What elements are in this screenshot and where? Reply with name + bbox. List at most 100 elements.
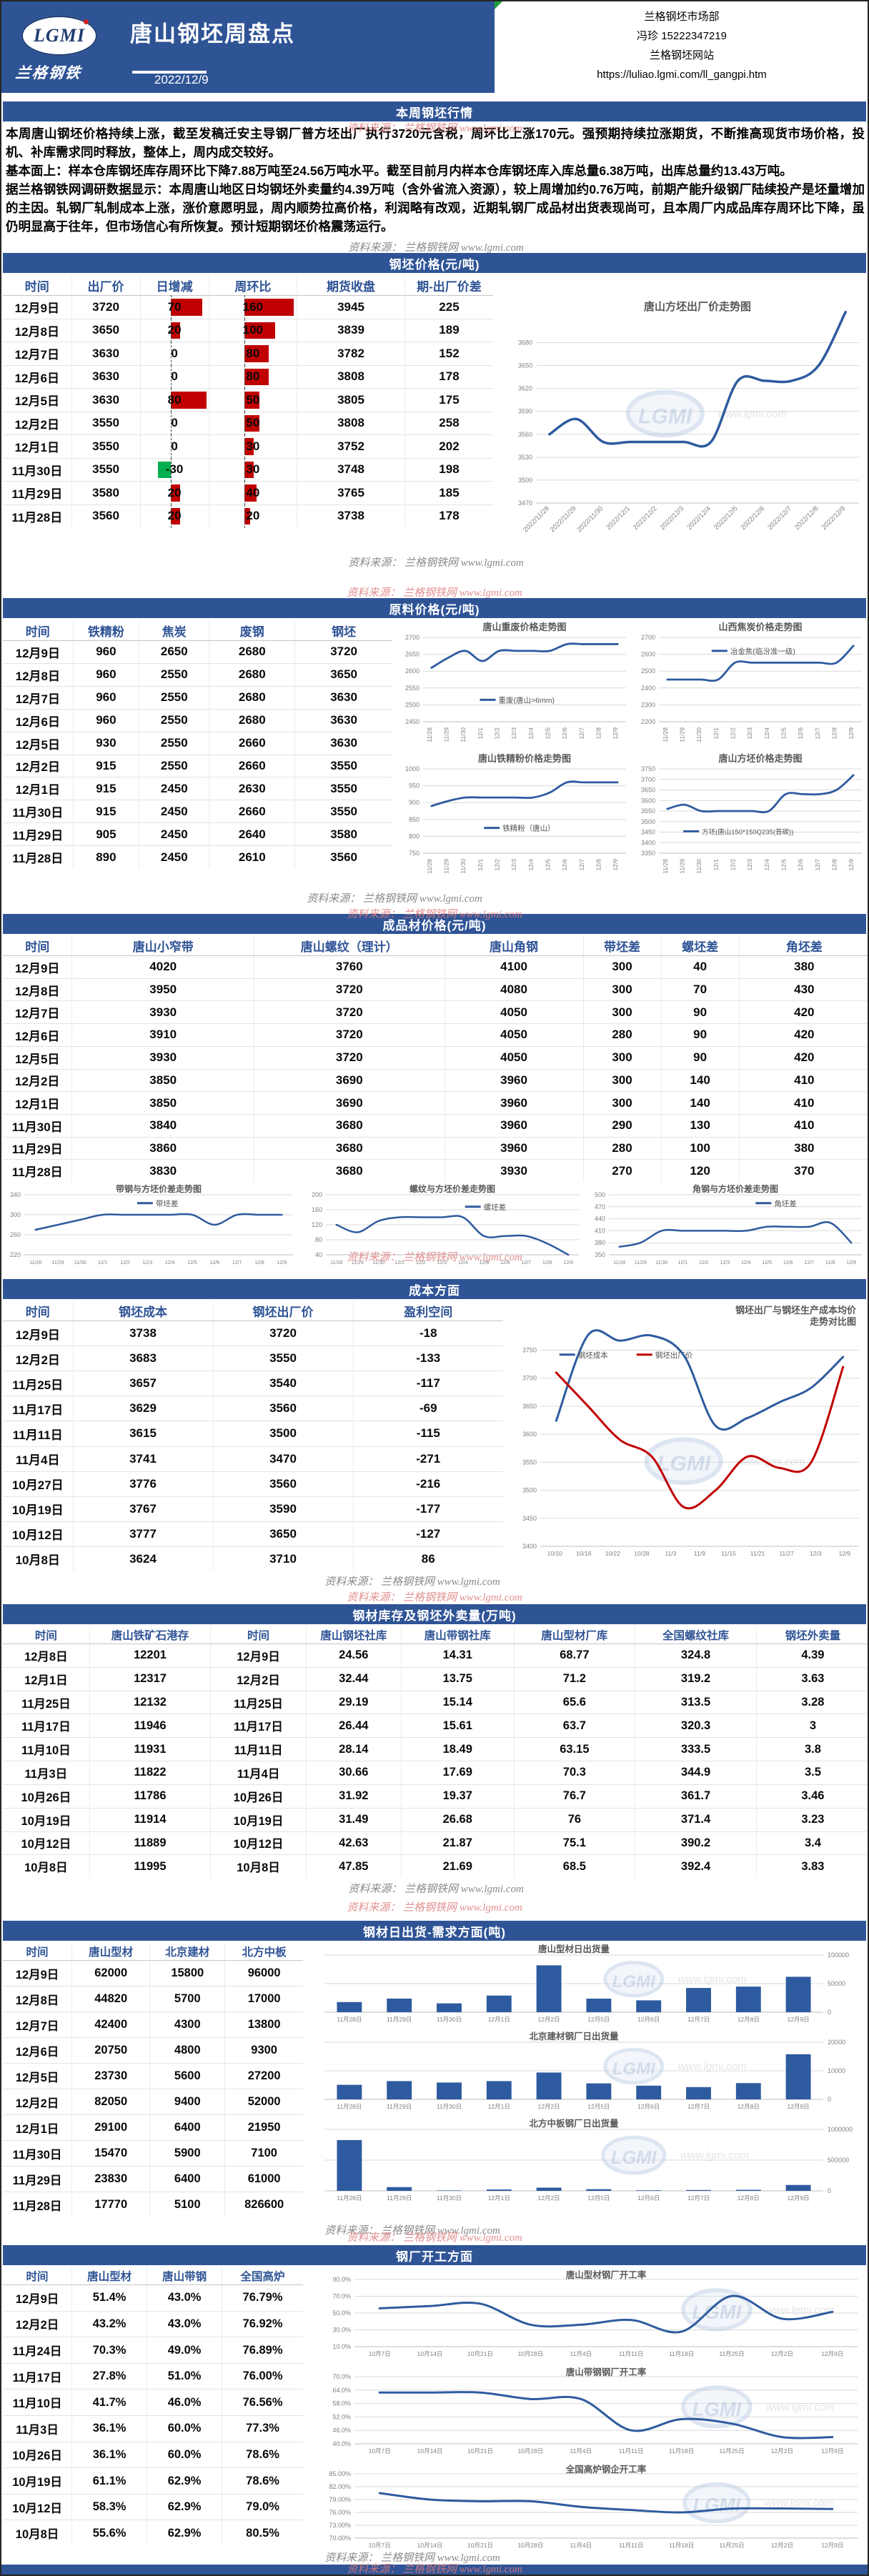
cell: 12月2日	[3, 412, 72, 435]
svg-text:3450: 3450	[522, 1515, 537, 1522]
cell: 20	[140, 481, 209, 505]
cell: 3550	[71, 434, 141, 459]
cell: 12月1日	[3, 1091, 73, 1115]
section-banner-raw-materials: 原料价格(元/吨)	[3, 598, 866, 618]
source-watermark: 资料来源： 兰格钢铁网 www.lgmi.com	[347, 1592, 522, 1603]
svg-text:0: 0	[828, 2187, 831, 2194]
svg-text:300: 300	[10, 1211, 21, 1218]
cell: 27200	[224, 2063, 303, 2090]
svg-text:11/28: 11/28	[330, 1260, 342, 1265]
svg-text:12/3: 12/3	[143, 1260, 153, 1265]
cell: 9400	[149, 2089, 226, 2116]
cell: 3629	[73, 1396, 214, 1422]
cell: 11月25日	[210, 1691, 307, 1715]
cell: 3720	[254, 1000, 445, 1025]
cell: 12月2日	[3, 1346, 74, 1372]
cell: 68.77	[514, 1643, 636, 1668]
column-header: 北方中板	[224, 1943, 303, 1961]
cell: 11月30日	[3, 800, 74, 824]
svg-text:800: 800	[409, 832, 419, 840]
contact-site-url[interactable]: https://luliao.lgmi.com/ll_gangpi.htm	[597, 69, 767, 81]
svg-text:螺坯差: 螺坯差	[484, 1203, 507, 1212]
table-row: 12月2日 3683 3550 -133	[3, 1346, 503, 1372]
cell: 40	[661, 955, 740, 979]
table-row: 11月11日 3615 3500 -115	[3, 1421, 503, 1447]
cell: 9300	[224, 2037, 303, 2064]
cell: 3580	[71, 481, 141, 505]
intro-text: 本周唐山钢坯价格持续上涨，截至发稿迁安主导钢厂普方坯出厂执行3720元含税，周环…	[6, 124, 865, 236]
cell: 12月7日	[3, 686, 74, 710]
daily-shipments-table: 时间 唐山型材 北京建材 北方中板 12月9日 62000 15800 96000 12月8日 4…	[3, 1943, 303, 2217]
svg-text:11/28: 11/28	[426, 727, 433, 742]
table-row: 11月30日 915 2450 2660 3550	[3, 800, 392, 824]
cell: 3741	[73, 1446, 214, 1472]
svg-text:260: 260	[10, 1231, 21, 1238]
svg-text:0: 0	[828, 2096, 831, 2103]
svg-text:3500: 3500	[641, 818, 655, 825]
svg-text:12/1: 12/1	[712, 859, 720, 871]
cell: 10月26日	[210, 1784, 307, 1809]
column-header: 唐山小窄带	[71, 936, 254, 956]
cell: 18.49	[401, 1737, 515, 1762]
svg-text:11/15: 11/15	[721, 1550, 736, 1557]
cell: 3630	[71, 388, 141, 412]
column-header: 全国螺纹社库	[635, 1626, 757, 1644]
svg-text:12/8: 12/8	[831, 727, 838, 740]
cell: 0	[140, 411, 209, 435]
cell: 12月7日	[3, 1000, 73, 1025]
table-row: 12月1日 12317 12月2日 32.44 13.75 71.2 319.2 3.63	[3, 1667, 868, 1691]
svg-text:12/8: 12/8	[542, 1260, 552, 1265]
svg-text:11/29: 11/29	[635, 1260, 647, 1265]
column-header: 周环比	[209, 276, 298, 296]
cell: 3.23	[756, 1808, 868, 1832]
cell: 4050	[445, 1046, 584, 1070]
cell: 11月28日	[3, 2192, 73, 2217]
svg-text:角坯差: 角坯差	[774, 1199, 797, 1208]
svg-text:10月7日: 10月7日	[369, 2542, 391, 2549]
svg-text:12/8: 12/8	[595, 859, 602, 871]
svg-text:12/5: 12/5	[780, 727, 788, 740]
svg-text:唐山型材钢厂开工率: 唐山型材钢厂开工率	[566, 2269, 647, 2280]
source-note: 资料来源： 兰格钢铁网 www.lgmi.com	[324, 2225, 500, 2237]
svg-text:3560: 3560	[518, 431, 532, 438]
billet-price-table: 时间 出厂价 日增减 周环比 期货收盘 期-出厂价差 12月9日 3720 70 160 3945 2…	[3, 276, 493, 528]
svg-text:12/6: 12/6	[210, 1260, 220, 1265]
table-row: 11月29日 3860 3680 3960 280 100 380	[3, 1137, 868, 1160]
cell: 371.4	[635, 1808, 757, 1832]
column-header: 钢坯外卖量	[756, 1626, 868, 1644]
cell: 61.1%	[71, 2467, 148, 2495]
column-header: 唐山带钢社库	[401, 1626, 515, 1644]
svg-text:12/2: 12/2	[494, 727, 501, 740]
cell: 17770	[71, 2192, 151, 2217]
svg-text:11/27: 11/27	[779, 1550, 794, 1557]
cell: 47.85	[306, 1854, 402, 1878]
cell: 12132	[89, 1691, 212, 1715]
svg-text:12月5日: 12月5日	[587, 2016, 610, 2023]
svg-text:铁精粉（唐山）: 铁精粉（唐山）	[502, 824, 555, 833]
cell: 23730	[71, 2063, 151, 2090]
column-header: 时间	[3, 936, 73, 956]
svg-text:12/5: 12/5	[545, 859, 552, 871]
svg-text:3530: 3530	[518, 454, 532, 461]
svg-text:12月2日: 12月2日	[771, 2447, 793, 2455]
column-header: 废钢	[209, 621, 296, 641]
cell: 3630	[71, 342, 141, 366]
svg-text:北京建材钢厂日出货量: 北京建材钢厂日出货量	[529, 2031, 619, 2042]
cell: 12月8日	[3, 1986, 73, 2013]
lgmi-logo-icon: LGMI	[21, 16, 97, 56]
svg-text:10月7日: 10月7日	[369, 2350, 391, 2357]
cell: 3.46	[756, 1784, 868, 1809]
cell: 46.0%	[147, 2389, 223, 2417]
svg-text:LGMI: LGMI	[693, 2495, 741, 2516]
cell: 76.56%	[222, 2389, 303, 2417]
table-row: 12月7日 3930 3720 4050 300 90 420	[3, 1000, 868, 1025]
svg-text:12/2: 12/2	[416, 1260, 426, 1265]
svg-text:11月25日: 11月25日	[719, 2350, 744, 2357]
svg-text:11月25日: 11月25日	[719, 2542, 744, 2549]
svg-text:山西焦炭价格走势图: 山西焦炭价格走势图	[718, 622, 802, 632]
cell: 11月29日	[3, 822, 74, 847]
intro-paragraph: 据兰格钢铁网调研数据显示：本周唐山地区日均钢坯外卖量约4.39万吨（含外省流入资…	[6, 182, 865, 234]
svg-text:2022/12/5: 2022/12/5	[712, 504, 740, 532]
table-row: 10月12日 3777 3650 -127	[3, 1521, 503, 1547]
cell: 2630	[209, 777, 296, 801]
